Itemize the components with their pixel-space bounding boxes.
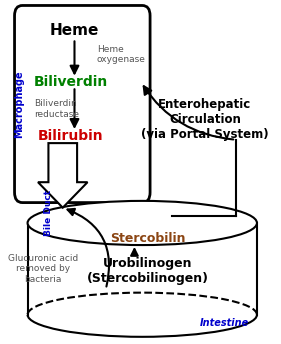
Text: Enterohepatic
Circulation
(via Portal System): Enterohepatic Circulation (via Portal Sy…: [141, 98, 269, 141]
Text: Heme
oxygenase: Heme oxygenase: [97, 45, 146, 64]
FancyBboxPatch shape: [15, 6, 150, 203]
Text: Biliverdin: Biliverdin: [33, 75, 108, 89]
Polygon shape: [38, 143, 87, 208]
Text: Intestine: Intestine: [200, 318, 249, 328]
Text: Heme: Heme: [50, 23, 99, 39]
Text: Macrophage: Macrophage: [14, 70, 24, 138]
Ellipse shape: [28, 201, 257, 245]
Text: Glucuronic acid
removed by
bacteria: Glucuronic acid removed by bacteria: [8, 254, 78, 284]
Text: Bilirubin: Bilirubin: [38, 129, 103, 143]
Text: Stercobilin: Stercobilin: [110, 232, 185, 245]
Bar: [28, 223, 257, 315]
Text: Bile Duct: Bile Duct: [44, 190, 53, 236]
Text: Urobilinogen
(Stercobilinogen): Urobilinogen (Stercobilinogen): [87, 257, 209, 284]
Text: Biliverdin
reductase: Biliverdin reductase: [34, 99, 79, 119]
